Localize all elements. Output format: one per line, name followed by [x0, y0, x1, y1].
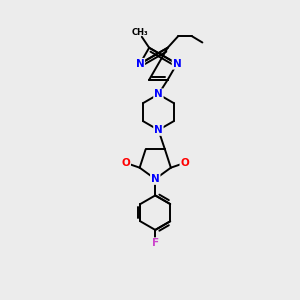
Text: F: F: [152, 238, 159, 248]
Text: N: N: [151, 174, 160, 184]
Text: N: N: [154, 125, 163, 135]
Text: O: O: [180, 158, 189, 168]
Text: N: N: [136, 59, 144, 69]
Text: CH₃: CH₃: [132, 28, 148, 37]
Text: N: N: [172, 59, 181, 69]
Text: N: N: [154, 89, 163, 99]
Text: O: O: [122, 158, 130, 168]
